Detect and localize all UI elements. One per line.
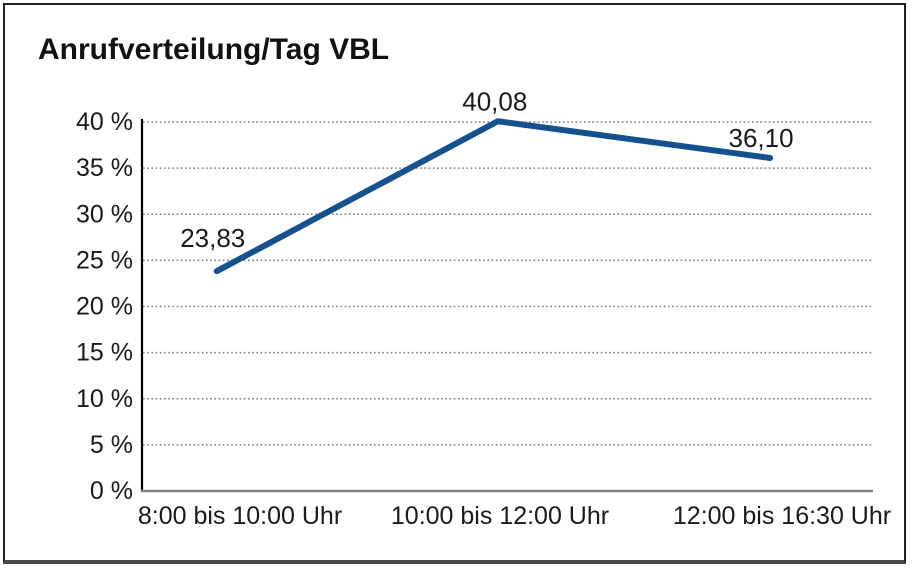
chart-title: Anrufverteilung/Tag VBL: [38, 33, 390, 66]
y-tick-label: 25 %: [76, 246, 133, 274]
data-point-label: 36,10: [729, 123, 794, 153]
x-tick-label: 12:00 bis 16:30 Uhr: [673, 502, 891, 530]
y-tick-label: 0 %: [90, 477, 133, 505]
y-tick-label: 35 %: [76, 154, 133, 182]
data-point-label: 40,08: [462, 86, 527, 116]
y-tick-label: 15 %: [76, 339, 133, 367]
x-tick-label: 8:00 bis 10:00 Uhr: [138, 502, 342, 530]
y-tick-label: 40 %: [76, 108, 133, 136]
y-tick-label: 30 %: [76, 200, 133, 228]
y-tick-label: 20 %: [76, 293, 133, 321]
chart-outer-border: [3, 3, 906, 564]
data-line: [213, 118, 774, 275]
x-tick-label: 10:00 bis 12:00 Uhr: [391, 502, 609, 530]
data-point-label: 23,83: [180, 223, 245, 253]
y-tick-label: 10 %: [76, 385, 133, 413]
y-tick-label: 5 %: [90, 431, 133, 459]
